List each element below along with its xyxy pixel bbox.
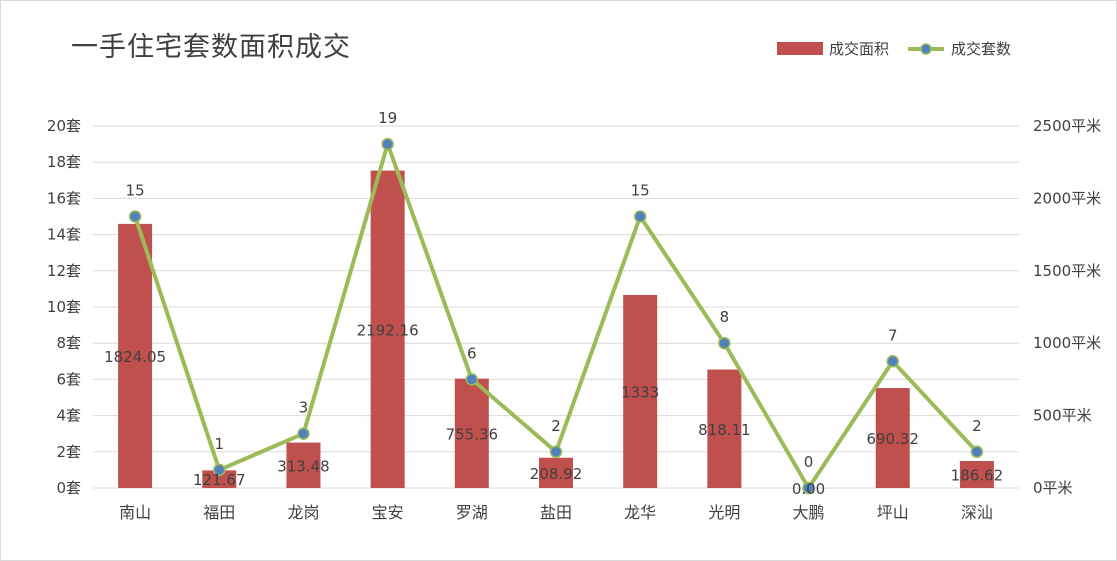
bar-data-label: 818.11 [698,421,751,439]
legend-item-area: 成交面积 [777,38,889,59]
legend-bar-swatch [777,42,823,55]
bar [286,442,321,488]
line-data-label: 3 [299,399,309,417]
x-tick-label: 坪山 [877,503,909,522]
bar-data-label: 313.48 [277,457,330,475]
line-marker [128,210,142,223]
bar-data-label: 1824.05 [104,348,166,366]
bar-data-label: 690.32 [866,430,919,448]
x-tick-label: 深汕 [961,503,993,522]
y-right-tick-label: 1500平米 [1033,262,1101,280]
y-left-tick-label: 16套 [47,189,81,207]
y-right-tick-label: 500平米 [1033,407,1092,425]
y-left-tick-label: 2套 [56,443,81,461]
x-tick-label: 宝安 [372,503,404,522]
legend-count-label: 成交套数 [951,40,1012,58]
line-data-label: 6 [467,344,477,362]
line-marker [633,210,647,223]
x-tick-label: 光明 [708,503,740,522]
line-data-label: 2 [551,417,561,435]
line-marker [549,445,563,459]
line-marker [213,463,226,477]
chart-title: 一手住宅套数面积成交 [71,32,351,63]
line-data-label: 0 [804,453,814,471]
y-left-tick-label: 20套 [47,117,81,135]
y-right-tick-label: 0平米 [1033,479,1073,497]
y-left-tick-label: 18套 [47,153,81,171]
y-left-tick-label: 10套 [47,298,81,316]
line-data-label: 19 [378,109,397,127]
bar-data-label: 0.00 [792,480,825,498]
line-data-label: 7 [888,326,898,344]
line-data-label: 15 [631,182,650,200]
y-right-tick-label: 2500平米 [1033,117,1101,135]
x-tick-label: 龙华 [624,503,656,522]
bar [118,223,153,488]
line-data-label: 1 [214,435,224,453]
y-left-tick-label: 6套 [56,370,81,388]
bar-data-label: 755.36 [446,425,499,443]
legend-item-count: 成交套数 [907,38,1011,59]
line-marker [886,355,899,368]
bar [202,470,237,488]
y-left-tick-label: 4套 [56,407,81,425]
line-marker [381,137,394,151]
line-marker [802,481,815,495]
x-tick-label: 大鹏 [793,503,825,522]
bar [959,460,994,488]
bar [370,170,405,488]
line-marker [970,445,984,459]
line-data-label: 8 [720,308,730,326]
bar-data-label: 208.92 [530,465,583,483]
x-tick-label: 盐田 [540,503,572,522]
y-right-tick-label: 1000平米 [1033,334,1101,352]
y-left-tick-label: 8套 [56,334,81,352]
line-marker [297,427,310,440]
bar [875,388,910,488]
bar-data-label: 121.67 [193,471,246,489]
legend-line-swatch [908,42,944,55]
line-series [133,142,979,490]
x-tick-label: 罗湖 [456,503,488,522]
legend-area-label: 成交面积 [829,40,890,58]
bar [539,457,573,488]
y-left-tick-label: 14套 [47,226,81,244]
line-marker [465,373,479,386]
x-tick-label: 龙岗 [287,503,319,522]
bar-data-label: 1333 [621,383,659,401]
bar [623,294,658,488]
bar-data-label: 186.62 [951,466,1004,484]
line-marker [718,336,731,350]
x-tick-label: 福田 [203,503,235,522]
line-data-label: 15 [126,182,145,200]
y-left-tick-label: 0套 [56,479,81,497]
y-left-tick-label: 12套 [47,262,81,280]
bar-data-label: 2192.16 [357,321,419,339]
bar [707,369,742,488]
bar [454,378,489,488]
x-tick-label: 南山 [119,503,151,522]
line-data-label: 2 [972,417,982,435]
y-right-tick-label: 2000平米 [1033,189,1101,207]
